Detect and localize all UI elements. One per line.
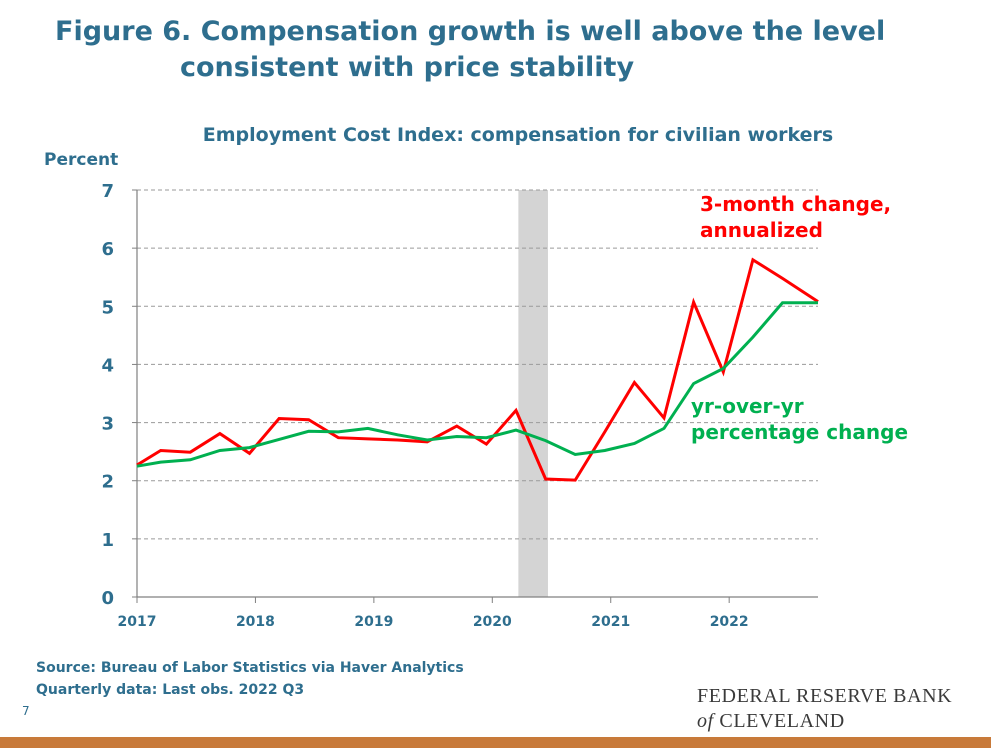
plot-area: 0 1 2 3 4 5 6 7 2017 2018 2019 2020 2021 2022 3-month … <box>101 181 908 630</box>
bottom-accent-bar <box>0 737 991 748</box>
series-label-yr-over-yr: yr-over-yr percentage change <box>691 394 908 444</box>
x-tick-label: 2020 <box>473 614 512 630</box>
y-axis-label: Percent <box>44 150 118 170</box>
x-tick-label: 2022 <box>710 614 749 630</box>
logo-line1: FEDERAL RESERVE BANK <box>697 685 953 707</box>
y-tick-label: 0 <box>101 588 114 609</box>
y-tick-label: 1 <box>101 530 114 551</box>
y-tick-label: 4 <box>101 355 114 376</box>
series-label-three-month: 3-month change, annualized <box>700 192 891 242</box>
x-tick-label: 2021 <box>591 614 630 630</box>
recession-shading <box>518 190 548 597</box>
x-tick-label: 2018 <box>236 614 275 630</box>
series-label-line: yr-over-yr <box>691 394 804 418</box>
figure-title: Figure 6. Compensation growth is well ab… <box>55 14 885 86</box>
x-tick-label: 2019 <box>354 614 393 630</box>
series-label-line: 3-month change, <box>700 192 891 216</box>
figure-title-line2: consistent with price stability <box>180 52 635 83</box>
x-tick-label: 2017 <box>118 614 157 630</box>
series-label-line: percentage change <box>691 420 908 444</box>
series-line-yr-over-yr <box>136 301 818 468</box>
series-label-line: annualized <box>700 218 823 242</box>
y-tick-label: 5 <box>101 297 114 318</box>
series-line-three-month <box>136 257 819 482</box>
y-tick-label: 2 <box>101 472 114 493</box>
logo-city: CLEVELAND <box>719 710 845 732</box>
chart-title: Employment Cost Index: compensation for … <box>203 124 833 146</box>
fed-cleveland-logo: FEDERAL RESERVE BANK of CLEVELAND <box>697 684 952 734</box>
source-note: Source: Bureau of Labor Statistics via H… <box>36 657 464 701</box>
logo-of: of <box>697 710 714 732</box>
figure-title-line1: Figure 6. Compensation growth is well ab… <box>55 16 886 47</box>
slide-number: 7 <box>22 704 30 718</box>
y-tick-label: 7 <box>101 181 114 202</box>
source-line: Source: Bureau of Labor Statistics via H… <box>36 660 464 676</box>
y-tick-label: 6 <box>101 239 114 260</box>
data-note: Quarterly data: Last obs. 2022 Q3 <box>36 682 305 698</box>
y-tick-label: 3 <box>101 414 114 435</box>
